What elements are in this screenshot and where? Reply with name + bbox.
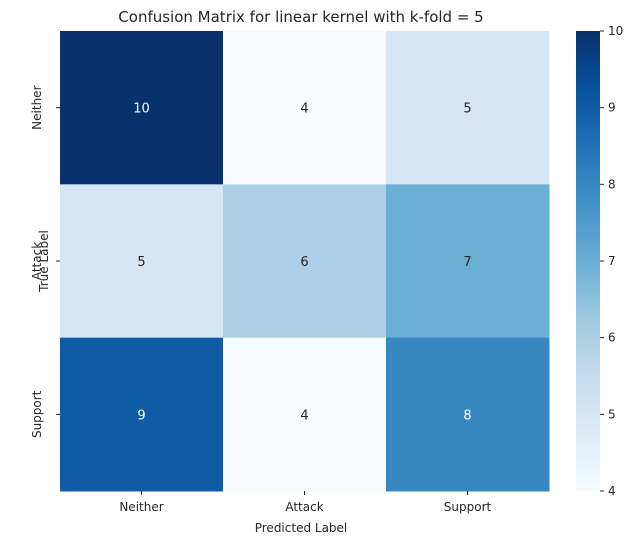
cell-value-label: 7 xyxy=(463,255,471,270)
heatmap-cell xyxy=(60,31,224,185)
cell-value-labels: 10 4 5 5 6 7 9 4 8 xyxy=(133,102,471,424)
heatmap-cell xyxy=(60,184,224,339)
x-axis-label: Predicted Label xyxy=(255,521,348,535)
y-axis-label: True Label xyxy=(37,230,51,293)
colorbar xyxy=(576,31,600,491)
heatmap-cell xyxy=(223,337,387,492)
colorbar-tick-label: 4 xyxy=(608,484,616,498)
x-tick-label: Support xyxy=(444,500,492,514)
colorbar-tick-label: 5 xyxy=(608,407,616,421)
x-tick-label: Attack xyxy=(285,500,323,514)
cell-value-label: 8 xyxy=(463,408,471,423)
chart-title: Confusion Matrix for linear kernel with … xyxy=(118,8,483,26)
y-tick-label: Attack xyxy=(30,242,44,280)
x-axis-ticks: Neither Attack Support xyxy=(119,491,492,514)
heatmap-cell xyxy=(223,31,387,185)
cell-value-label: 5 xyxy=(463,102,471,117)
cell-value-label: 6 xyxy=(300,255,308,270)
x-tick-label: Neither xyxy=(119,500,163,514)
colorbar-tick-label: 7 xyxy=(608,254,616,268)
heatmap-cell xyxy=(386,184,550,339)
colorbar-tick-label: 6 xyxy=(608,331,616,345)
cell-value-label: 5 xyxy=(137,255,145,270)
colorbar-tick-label: 10 xyxy=(608,24,623,38)
cell-value-label: 4 xyxy=(300,102,308,117)
heatmap-cell xyxy=(386,31,550,185)
colorbar-tick-label: 8 xyxy=(608,177,616,191)
heatmap-cell xyxy=(386,337,550,492)
colorbar-ticks: 4 5 6 7 8 9 10 xyxy=(600,24,623,498)
y-axis-ticks: Neither Attack Support xyxy=(30,85,60,438)
heatmap-cells xyxy=(60,31,550,492)
cell-value-label: 4 xyxy=(300,408,308,423)
heatmap-cell xyxy=(60,337,224,492)
colorbar-tick-label: 9 xyxy=(608,101,616,115)
y-tick-label: Neither xyxy=(30,85,44,129)
cell-value-label: 9 xyxy=(137,408,145,423)
cell-value-label: 10 xyxy=(133,102,150,117)
heatmap-cell xyxy=(223,184,387,339)
y-tick-label: Support xyxy=(30,390,44,438)
